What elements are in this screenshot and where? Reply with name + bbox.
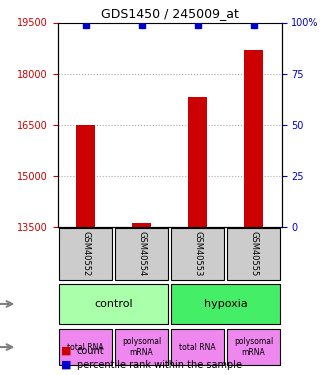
FancyBboxPatch shape [59, 284, 168, 324]
FancyBboxPatch shape [227, 228, 280, 280]
Title: GDS1450 / 245009_at: GDS1450 / 245009_at [101, 7, 238, 20]
FancyBboxPatch shape [115, 329, 168, 366]
FancyBboxPatch shape [171, 329, 224, 366]
FancyBboxPatch shape [59, 228, 113, 280]
Bar [132, 224, 151, 227]
Text: control: control [94, 299, 133, 309]
Bar [244, 50, 263, 227]
Text: count: count [77, 346, 104, 355]
Text: GSM40555: GSM40555 [249, 231, 258, 277]
Text: GSM40553: GSM40553 [193, 231, 202, 277]
Bar [76, 124, 95, 227]
Text: total RNA: total RNA [67, 343, 104, 352]
Text: polysomal
mRNA: polysomal mRNA [122, 338, 161, 357]
Text: total RNA: total RNA [179, 343, 216, 352]
FancyBboxPatch shape [227, 329, 280, 366]
Text: hypoxia: hypoxia [204, 299, 247, 309]
Text: GSM40554: GSM40554 [137, 231, 146, 277]
Text: ■: ■ [61, 360, 71, 369]
Text: polysomal
mRNA: polysomal mRNA [234, 338, 273, 357]
Text: GSM40552: GSM40552 [81, 231, 90, 277]
Bar [188, 98, 207, 227]
FancyBboxPatch shape [115, 228, 168, 280]
Text: ■: ■ [61, 346, 71, 355]
Text: percentile rank within the sample: percentile rank within the sample [77, 360, 242, 369]
FancyBboxPatch shape [171, 228, 224, 280]
FancyBboxPatch shape [59, 329, 113, 366]
FancyBboxPatch shape [171, 284, 280, 324]
